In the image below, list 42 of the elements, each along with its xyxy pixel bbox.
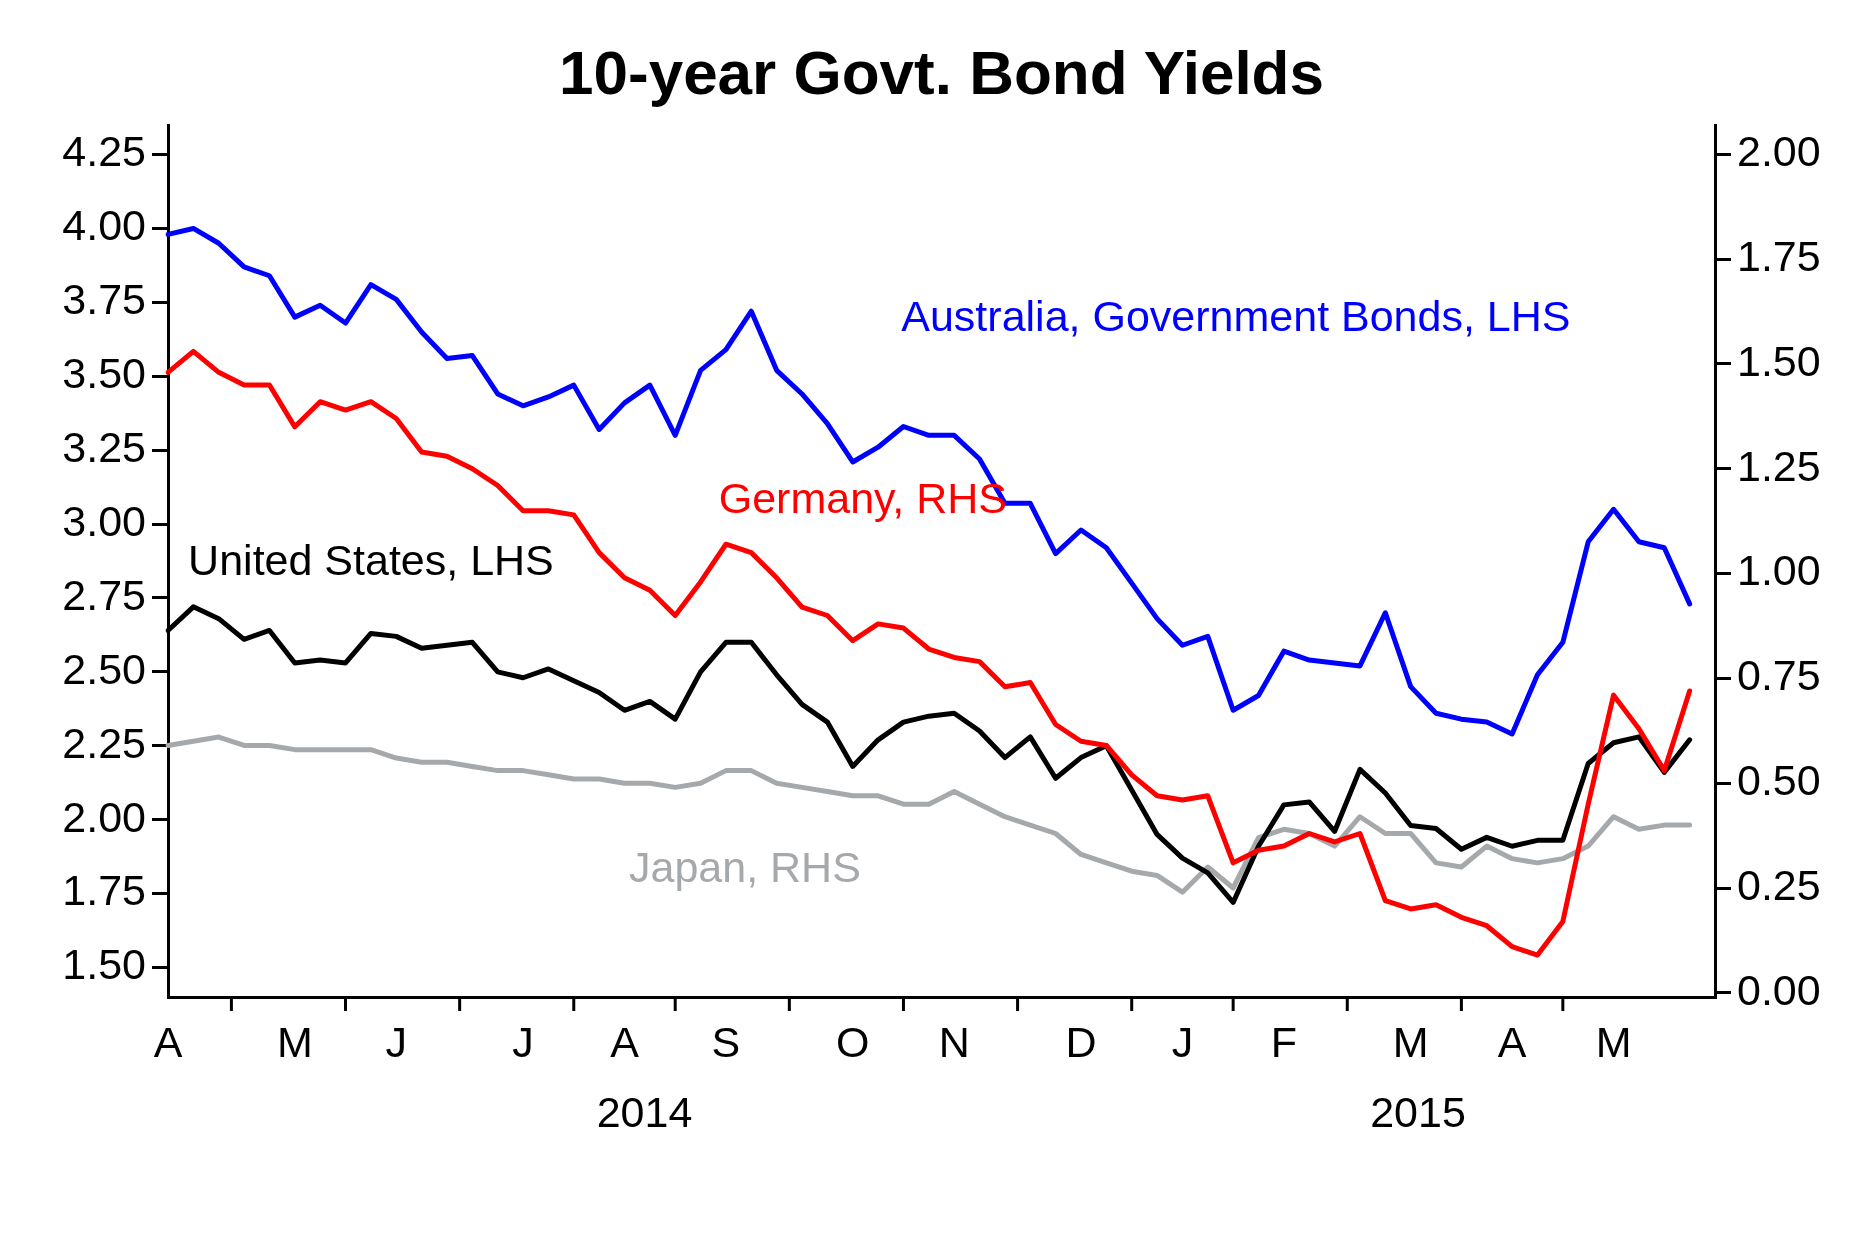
y-tick-label: 3.00: [62, 496, 146, 545]
y-tick-label: 3.25: [62, 423, 146, 472]
x-tick-label: D: [1065, 1017, 1097, 1066]
text: Australia, Government Bonds, LHS: [901, 292, 1571, 341]
y-tick-label: 2.50: [62, 644, 146, 693]
y2-tick-label: 0.75: [1737, 651, 1821, 700]
y2-tick-label: 0.25: [1737, 860, 1821, 909]
series-label: Japan, RHS: [629, 843, 861, 892]
text: 2015: [1370, 1087, 1466, 1136]
y2-tick-label: 0.00: [1737, 965, 1821, 1014]
x-tick-label: M: [276, 1017, 313, 1066]
y-tick-label: 3.75: [62, 275, 146, 324]
x-tick-label: J: [1171, 1017, 1194, 1066]
y2-tick-label: 1.75: [1737, 232, 1821, 281]
y2-tick-label: 1.50: [1737, 336, 1821, 385]
y2-tick-label: 0.50: [1737, 756, 1821, 805]
y-tick-label: 1.50: [62, 940, 146, 989]
x-tick-label: N: [938, 1017, 970, 1066]
x-tick-label: A: [1497, 1017, 1527, 1066]
y-tick-label: 3.50: [62, 349, 146, 398]
legend-label: United States, LHS: [188, 535, 554, 584]
y2-tick-label: 1.00: [1737, 546, 1821, 595]
y-tick-label: 2.25: [62, 718, 146, 767]
x-tick-label: M: [1595, 1017, 1632, 1066]
x-tick-label: A: [610, 1017, 640, 1066]
x-tick-label: J: [385, 1017, 407, 1066]
y-tick-label: 2.00: [62, 792, 146, 841]
y-tick-label: 4.25: [62, 127, 146, 176]
y-tick-label: 1.75: [62, 866, 146, 915]
y-tick-label: 2.75: [62, 570, 146, 619]
y2-tick-label: 1.25: [1737, 441, 1821, 490]
x-tick-label: A: [153, 1017, 183, 1066]
text: 2014: [596, 1087, 693, 1136]
y2-tick-label: 2.00: [1737, 127, 1821, 176]
chart-title: 10-year Govt. Bond Yields: [559, 38, 1324, 108]
x-tick-label: J: [512, 1017, 534, 1066]
x-tick-label: O: [836, 1017, 870, 1066]
x-tick-label: S: [711, 1017, 741, 1066]
series-label: Germany, RHS: [718, 473, 1008, 522]
y-tick-label: 4.00: [62, 201, 146, 250]
x-tick-label: F: [1270, 1017, 1298, 1066]
x-tick-label: M: [1392, 1017, 1429, 1066]
